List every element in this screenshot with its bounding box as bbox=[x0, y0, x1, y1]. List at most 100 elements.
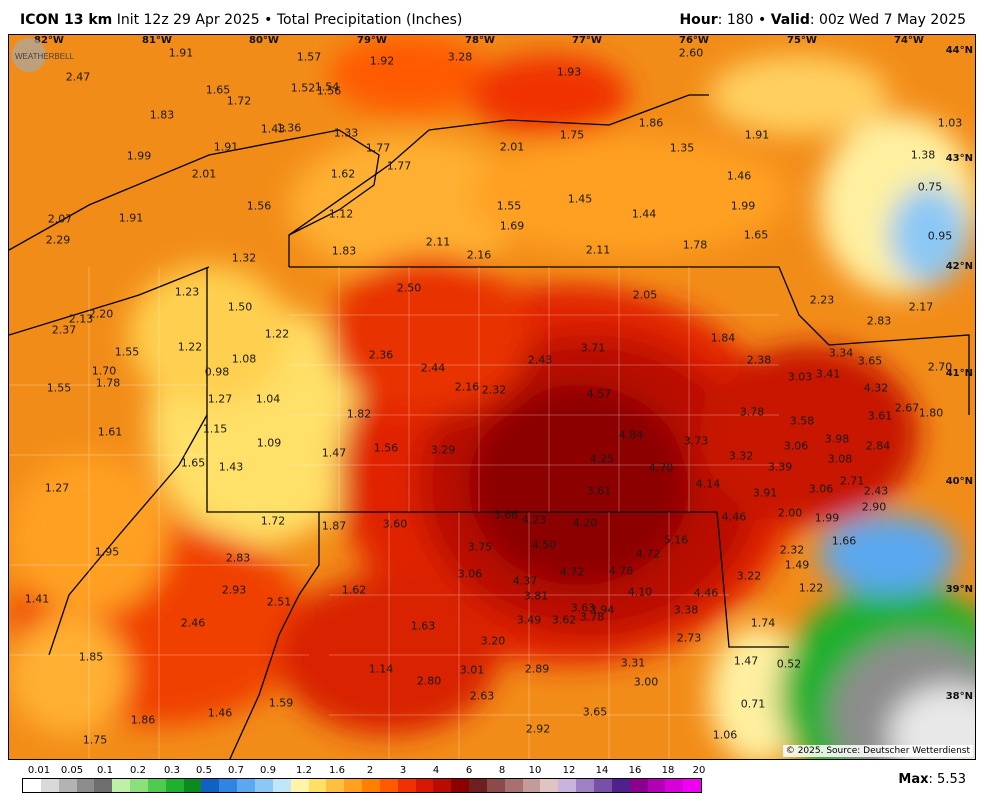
precip-value-label: 2.84 bbox=[865, 439, 891, 453]
precip-value-label: 2.36 bbox=[368, 348, 394, 362]
legend-swatch bbox=[611, 779, 630, 792]
precip-value-label: 2.89 bbox=[524, 662, 550, 676]
precip-value-label: 4.23 bbox=[521, 513, 547, 527]
precipitation-legend: 0.01 0.05 0.1 0.2 0.3 0.5 0.7 0.9 1.2 1.6 2 3 4 6 8 10 1… bbox=[22, 762, 705, 794]
precip-value-label: 1.84 bbox=[710, 331, 736, 345]
precip-value-label: 2.83 bbox=[866, 314, 892, 328]
legend-swatch bbox=[594, 779, 612, 792]
hour-value: : 180 bbox=[717, 12, 754, 28]
precip-value-label: 3.39 bbox=[767, 460, 793, 474]
precip-value-label: 1.12 bbox=[328, 207, 354, 221]
precip-value-label: 1.99 bbox=[126, 149, 152, 163]
precip-value-label: 2.63 bbox=[469, 689, 495, 703]
precipitation-field bbox=[9, 35, 975, 759]
legend-swatch bbox=[397, 779, 416, 792]
legend-swatch bbox=[344, 779, 363, 792]
legend-tick-label: 0.3 bbox=[164, 765, 180, 776]
precip-value-label: 1.36 bbox=[276, 121, 302, 135]
legend-swatch bbox=[130, 779, 148, 792]
legend-tick-label: 4 bbox=[432, 765, 440, 776]
precip-value-label: 2.70 bbox=[927, 360, 953, 374]
precip-value-label: 3.98 bbox=[824, 432, 850, 446]
legend-tick-label: 8 bbox=[498, 765, 506, 776]
precip-value-label: 3.06 bbox=[808, 482, 834, 496]
precip-value-label: 4.50 bbox=[531, 538, 557, 552]
legend-swatch bbox=[379, 779, 398, 792]
legend-tick-label: 1.2 bbox=[296, 765, 312, 776]
legend-swatch bbox=[451, 779, 470, 792]
precip-value-label: 1.23 bbox=[174, 285, 200, 299]
field-shading bbox=[9, 35, 975, 759]
precip-value-label: 4.46 bbox=[693, 586, 719, 600]
legend-tick-label: 0.2 bbox=[130, 765, 146, 776]
precip-value-label: 2.44 bbox=[420, 361, 446, 375]
precip-value-label: 1.55 bbox=[496, 199, 522, 213]
init-time: Init 12z 29 Apr 2025 bbox=[116, 12, 260, 28]
valid-value: : 00z Wed 7 May 2025 bbox=[809, 12, 966, 28]
precip-value-label: 4.46 bbox=[721, 510, 747, 524]
precip-value-label: 5.16 bbox=[663, 533, 689, 547]
precip-value-label: 2.07 bbox=[47, 212, 73, 226]
precip-value-label: 2.83 bbox=[225, 551, 251, 565]
legend-tick-label: 0.1 bbox=[97, 765, 113, 776]
legend-swatch bbox=[415, 779, 434, 792]
precip-value-label: 2.32 bbox=[481, 383, 507, 397]
precip-value-label: 1.56 bbox=[246, 199, 272, 213]
precip-value-label: 2.46 bbox=[180, 616, 206, 630]
precip-value-label: 3.63 bbox=[570, 601, 596, 615]
precip-value-label: 3.29 bbox=[430, 443, 456, 457]
precip-value-label: 3.06 bbox=[457, 567, 483, 581]
precip-value-label: 3.00 bbox=[633, 675, 659, 689]
precip-value-label: 1.08 bbox=[231, 352, 257, 366]
legend-colorbar bbox=[22, 778, 702, 793]
valid-label: Valid bbox=[770, 12, 810, 28]
legend-swatch bbox=[540, 779, 559, 792]
precip-value-label: 0.71 bbox=[740, 697, 766, 711]
precip-value-label: 1.45 bbox=[567, 192, 593, 206]
precip-value-label: 2.01 bbox=[191, 167, 217, 181]
precip-value-label: 1.87 bbox=[321, 519, 347, 533]
legend-swatch bbox=[76, 779, 95, 792]
legend-swatch bbox=[58, 779, 77, 792]
legend-tick-label: 6 bbox=[465, 765, 473, 776]
legend-tick-label: 0.7 bbox=[228, 765, 244, 776]
precip-value-label: 3.31 bbox=[620, 656, 646, 670]
max-number: : 5.53 bbox=[928, 772, 966, 787]
legend-swatch bbox=[219, 779, 238, 792]
precip-value-label: 2.20 bbox=[88, 307, 114, 321]
legend-tick-label: 18 bbox=[661, 765, 675, 776]
latitude-label: 41°N bbox=[945, 368, 973, 379]
longitude-label: 74°W bbox=[894, 35, 924, 46]
longitude-label: 77°W bbox=[572, 35, 602, 46]
precip-value-label: 1.22 bbox=[264, 327, 290, 341]
precip-value-label: 1.22 bbox=[798, 581, 824, 595]
precip-value-label: 1.75 bbox=[559, 128, 585, 142]
precip-value-label: 1.99 bbox=[730, 199, 756, 213]
bullet-separator: • bbox=[264, 12, 273, 28]
latitude-label: 38°N bbox=[945, 691, 973, 702]
precip-value-label: 1.69 bbox=[499, 219, 525, 233]
precip-value-label: 1.56 bbox=[316, 84, 342, 98]
latitude-label: 39°N bbox=[945, 584, 973, 595]
precip-value-label: 1.57 bbox=[296, 50, 322, 64]
county-borders bbox=[9, 267, 779, 759]
longitude-label: 76°W bbox=[679, 35, 709, 46]
map-header: ICON 13 km Init 12z 29 Apr 2025 • Total … bbox=[0, 0, 984, 34]
precip-value-label: 1.93 bbox=[556, 65, 582, 79]
precip-value-label: 1.72 bbox=[260, 514, 286, 528]
precip-value-label: 4.37 bbox=[512, 574, 538, 588]
data-source-credit: © 2025. Source: Deutscher Wetterdienst bbox=[782, 745, 973, 757]
max-value: Max: 5.53 bbox=[898, 772, 966, 787]
precip-value-label: 1.55 bbox=[114, 345, 140, 359]
precip-value-label: 1.77 bbox=[386, 159, 412, 173]
legend-swatch bbox=[112, 779, 131, 792]
precip-value-label: 2.90 bbox=[861, 500, 887, 514]
logo-text: WEATHERBELL bbox=[15, 52, 75, 61]
precip-value-label: 4.72 bbox=[635, 547, 661, 561]
precip-value-label: 3.60 bbox=[382, 517, 408, 531]
precip-value-label: 1.06 bbox=[712, 728, 738, 742]
longitude-label: 79°W bbox=[357, 35, 387, 46]
legend-swatch bbox=[665, 779, 684, 792]
precip-value-label: 2.67 bbox=[894, 401, 920, 415]
precip-value-label: 3.38 bbox=[673, 603, 699, 617]
